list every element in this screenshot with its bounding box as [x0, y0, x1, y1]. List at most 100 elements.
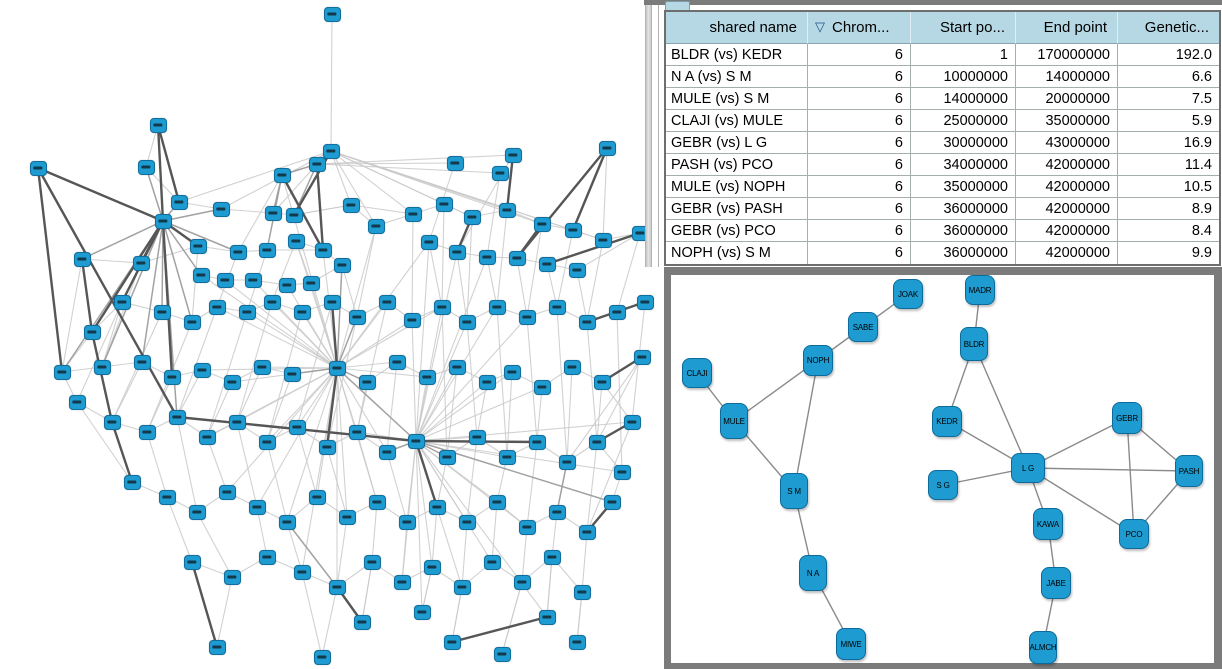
network-node[interactable]	[168, 409, 186, 425]
node-kedr[interactable]: KEDR	[932, 405, 962, 437]
network-node[interactable]	[423, 559, 441, 575]
network-node[interactable]	[613, 464, 631, 480]
network-node[interactable]	[433, 299, 451, 315]
network-node[interactable]	[623, 414, 641, 430]
network-node[interactable]	[594, 232, 612, 248]
network-node[interactable]	[149, 117, 167, 133]
table-row[interactable]: MULE (vs) S M 6 14000000 20000000 7.5	[666, 88, 1219, 110]
network-node[interactable]	[633, 349, 651, 365]
network-node[interactable]	[170, 194, 188, 210]
network-node[interactable]	[132, 255, 150, 271]
network-node[interactable]	[212, 201, 230, 217]
network-node[interactable]	[528, 434, 546, 450]
network-edge[interactable]	[1027, 467, 1190, 472]
network-node[interactable]	[504, 147, 522, 163]
network-node[interactable]	[83, 324, 101, 340]
network-node[interactable]	[29, 160, 47, 176]
network-node[interactable]	[458, 314, 476, 330]
node-sabe[interactable]: SABE	[848, 312, 878, 342]
network-node[interactable]	[258, 242, 276, 258]
network-edge[interactable]	[1126, 417, 1135, 535]
network-node[interactable]	[288, 419, 306, 435]
network-node[interactable]	[348, 309, 366, 325]
node-almch[interactable]: ALMCH	[1029, 630, 1057, 664]
network-node[interactable]	[513, 574, 531, 590]
node-noph[interactable]: NOPH	[803, 344, 833, 376]
network-node[interactable]	[293, 564, 311, 580]
network-node[interactable]	[593, 374, 611, 390]
column-header-genetic[interactable]: Genetic...	[1117, 12, 1219, 44]
node-madr[interactable]: MADR	[965, 275, 995, 305]
network-node[interactable]	[588, 434, 606, 450]
network-node[interactable]	[564, 222, 582, 238]
node-bldr[interactable]: BLDR	[960, 327, 988, 361]
node-s-m[interactable]: S M	[780, 473, 808, 509]
network-node[interactable]	[603, 494, 621, 510]
network-node[interactable]	[238, 304, 256, 320]
node-gebr[interactable]: GEBR	[1112, 402, 1142, 434]
network-node[interactable]	[438, 449, 456, 465]
table-row[interactable]: GEBR (vs) PASH 6 36000000 42000000 8.9	[666, 198, 1219, 220]
network-node[interactable]	[183, 314, 201, 330]
network-node[interactable]	[216, 272, 234, 288]
network-node[interactable]	[448, 359, 466, 375]
table-row[interactable]: MULE (vs) NOPH 6 35000000 42000000 10.5	[666, 176, 1219, 198]
network-node[interactable]	[388, 354, 406, 370]
network-node[interactable]	[491, 165, 509, 181]
table-row[interactable]: GEBR (vs) L G 6 30000000 43000000 16.9	[666, 132, 1219, 154]
network-node[interactable]	[264, 205, 282, 221]
network-node[interactable]	[189, 238, 207, 254]
node-jabe[interactable]: JABE	[1041, 567, 1071, 599]
table-row[interactable]: NOPH (vs) S M 6 36000000 42000000 9.9	[666, 242, 1219, 264]
network-node[interactable]	[443, 634, 461, 650]
network-node[interactable]	[258, 434, 276, 450]
network-node[interactable]	[53, 364, 71, 380]
network-node[interactable]	[223, 569, 241, 585]
network-node[interactable]	[453, 579, 471, 595]
network-node[interactable]	[338, 509, 356, 525]
network-node[interactable]	[188, 504, 206, 520]
network-node[interactable]	[378, 444, 396, 460]
network-node[interactable]	[478, 374, 496, 390]
network-node[interactable]	[518, 309, 536, 325]
network-node[interactable]	[636, 294, 654, 310]
network-node[interactable]	[218, 484, 236, 500]
network-node[interactable]	[503, 364, 521, 380]
network-node[interactable]	[420, 234, 438, 250]
network-node[interactable]	[558, 454, 576, 470]
network-edge[interactable]	[793, 359, 819, 492]
node-pco[interactable]: PCO	[1119, 519, 1149, 549]
table-row[interactable]: N A (vs) S M 6 10000000 14000000 6.6	[666, 66, 1219, 88]
table-row[interactable]: PASH (vs) PCO 6 34000000 42000000 11.4	[666, 154, 1219, 176]
network-node[interactable]	[308, 156, 326, 172]
network-node[interactable]	[353, 614, 371, 630]
network-node[interactable]	[428, 499, 446, 515]
network-node[interactable]	[278, 277, 296, 293]
network-node[interactable]	[318, 439, 336, 455]
network-node[interactable]	[198, 429, 216, 445]
network-node[interactable]	[323, 294, 341, 310]
network-node[interactable]	[253, 359, 271, 375]
subnetwork-canvas[interactable]: JOAK MADR SABE BLDR NOPH CLAJI KEDR GEBR MULE L G…	[671, 275, 1214, 664]
network-edge[interactable]	[973, 343, 1029, 469]
network-node[interactable]	[333, 257, 351, 273]
network-node[interactable]	[518, 519, 536, 535]
table-tab[interactable]	[665, 1, 690, 11]
network-node[interactable]	[283, 366, 301, 382]
network-node[interactable]	[285, 207, 303, 223]
network-node[interactable]	[538, 609, 556, 625]
network-node[interactable]	[458, 514, 476, 530]
network-node[interactable]	[533, 379, 551, 395]
network-edge[interactable]	[1027, 467, 1135, 535]
table-row[interactable]: CLAJI (vs) MULE 6 25000000 35000000 5.9	[666, 110, 1219, 132]
network-node[interactable]	[448, 244, 466, 260]
network-node[interactable]	[208, 299, 226, 315]
network-node[interactable]	[363, 554, 381, 570]
network-node[interactable]	[407, 433, 425, 449]
filter-icon[interactable]: ▽	[815, 19, 825, 34]
network-node[interactable]	[138, 424, 156, 440]
network-node[interactable]	[223, 374, 241, 390]
network-node[interactable]	[103, 414, 121, 430]
network-node[interactable]	[488, 299, 506, 315]
network-node[interactable]	[358, 374, 376, 390]
